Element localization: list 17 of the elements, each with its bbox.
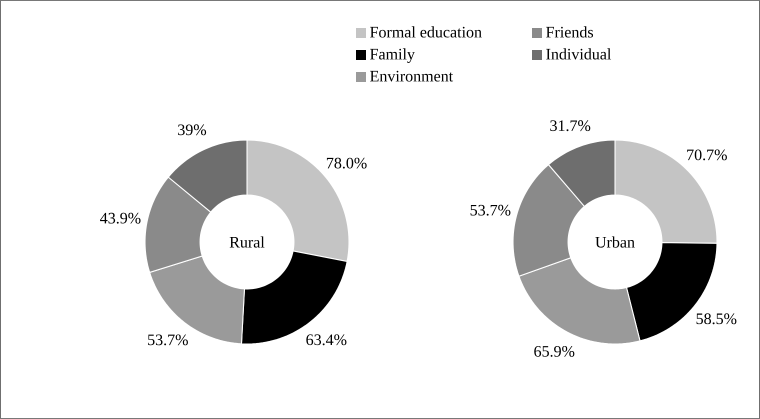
legend-label: Friends	[546, 26, 594, 38]
data-label: 31.7%	[550, 120, 590, 132]
data-label: 53.7%	[470, 204, 510, 216]
data-label: 65.9%	[534, 346, 574, 357]
legend-label: Individual	[546, 48, 612, 60]
data-label: 58.5%	[696, 313, 736, 324]
slice-label: Urban	[595, 236, 635, 248]
data-label: 53.7%	[148, 334, 188, 346]
data-label: 63.4%	[306, 334, 346, 346]
data-label: 70.7%	[687, 149, 727, 160]
data-label: 78.0%	[326, 158, 367, 169]
legend-label: Formal education	[370, 26, 482, 38]
legend-label: Environment	[370, 70, 454, 82]
data-label: 43.9%	[100, 212, 141, 224]
slice-label: Rural	[230, 236, 264, 248]
data-label: 39%	[178, 124, 206, 136]
legend-label: Family	[370, 48, 415, 63]
